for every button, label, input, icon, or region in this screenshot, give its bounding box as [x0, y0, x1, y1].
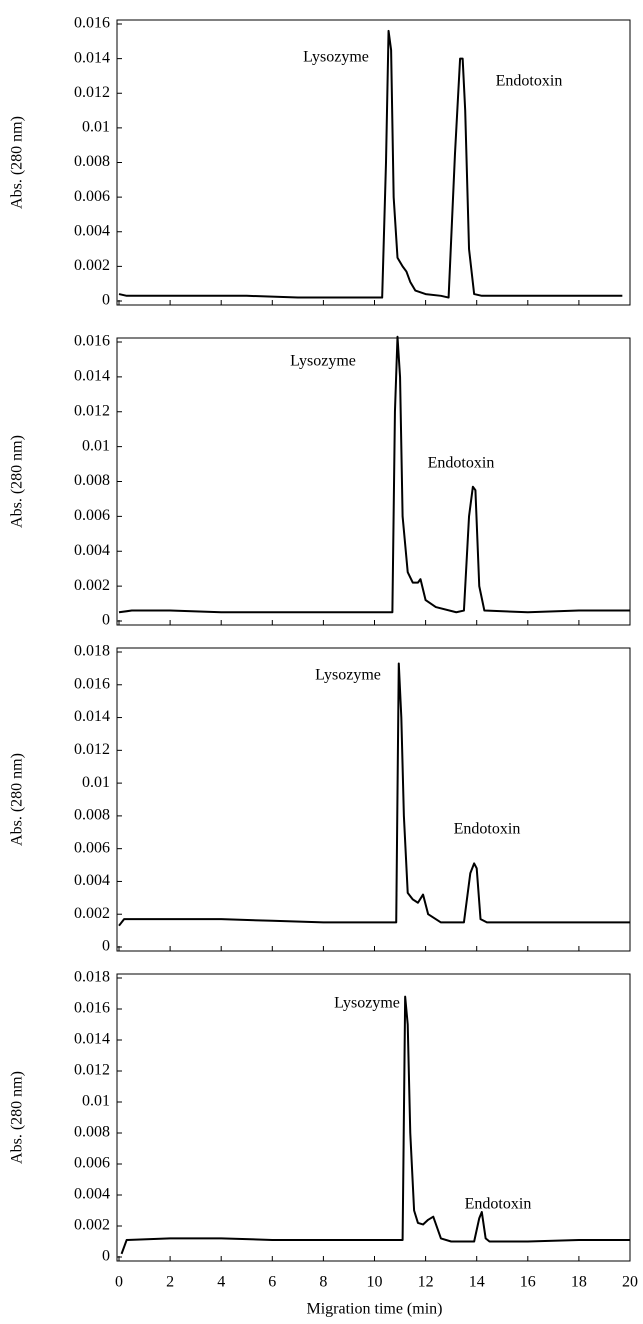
y-axis-label: Abs. (280 nm) — [9, 435, 26, 528]
y-tick-label: 0.014 — [74, 49, 110, 66]
y-tick-label: 0 — [102, 292, 110, 309]
y-tick-label: 0.014 — [74, 1031, 110, 1048]
y-tick-label: 0.016 — [74, 15, 110, 32]
y-tick-label: 0.008 — [74, 1124, 110, 1141]
y-tick-label: 0.01 — [82, 1093, 110, 1110]
annotation: Lysozyme — [315, 667, 381, 684]
y-tick-label: 0.008 — [74, 472, 110, 489]
annotation: Lysozyme — [303, 49, 369, 66]
y-tick-label: 0.016 — [74, 1000, 110, 1017]
y-tick-label: 0 — [102, 612, 110, 629]
y-tick-label: 0.012 — [74, 741, 110, 758]
y-tick-label: 0.01 — [82, 437, 110, 454]
y-axis-label: Abs. (280 nm) — [9, 753, 26, 846]
y-tick-label: 0.008 — [74, 807, 110, 824]
annotation: Endotoxin — [454, 821, 521, 838]
y-tick-label: 0.014 — [74, 368, 110, 385]
x-tick-label: 6 — [268, 1274, 276, 1291]
line-series — [118, 335, 630, 614]
y-tick-label: 0.004 — [74, 542, 110, 559]
y-tick-label: 0.006 — [74, 839, 110, 856]
plot-frame — [116, 973, 631, 1262]
annotation: Endotoxin — [428, 455, 495, 472]
y-tick-label: 0 — [102, 938, 110, 955]
x-tick-label: 8 — [319, 1274, 327, 1291]
y-tick-label: 0.01 — [82, 774, 110, 791]
y-tick-label: 0.002 — [74, 1217, 110, 1234]
y-tick-label: 0.002 — [74, 257, 110, 274]
y-tick-label: 0.016 — [74, 333, 110, 350]
y-tick-label: 0.01 — [82, 119, 110, 136]
x-axis-label: Migration time (min) — [307, 1301, 443, 1318]
y-tick-label: 0 — [102, 1248, 110, 1265]
y-tick-label: 0.016 — [74, 675, 110, 692]
x-tick-label: 0 — [115, 1274, 123, 1291]
y-axis-label: Abs. (280 nm) — [9, 1071, 26, 1164]
y-tick-label: 0.012 — [74, 402, 110, 419]
y-tick-label: 0.004 — [74, 1186, 110, 1203]
y-tick-label: 0.008 — [74, 153, 110, 170]
y-tick-label: 0.002 — [74, 577, 110, 594]
annotation: Endotoxin — [496, 73, 563, 90]
y-tick-label: 0.002 — [74, 905, 110, 922]
y-tick-label: 0.014 — [74, 708, 110, 725]
y-tick-label: 0.018 — [74, 643, 110, 660]
y-axis-label: Abs. (280 nm) — [9, 116, 26, 209]
annotation: Lysozyme — [290, 353, 356, 370]
y-tick-label: 0.012 — [74, 84, 110, 101]
y-tick-label: 0.004 — [74, 222, 110, 239]
plot-frame — [116, 19, 631, 306]
x-tick-label: 16 — [520, 1274, 536, 1291]
y-tick-label: 0.012 — [74, 1062, 110, 1079]
line-series — [118, 29, 623, 299]
y-tick-label: 0.006 — [74, 507, 110, 524]
x-tick-label: 10 — [367, 1274, 383, 1291]
annotation: Endotoxin — [465, 1196, 532, 1213]
line-series — [120, 995, 630, 1255]
x-tick-label: 20 — [622, 1274, 638, 1291]
y-tick-label: 0.018 — [74, 969, 110, 986]
annotation: Lysozyme — [334, 995, 400, 1012]
y-tick-label: 0.004 — [74, 872, 110, 889]
x-tick-label: 4 — [217, 1274, 225, 1291]
x-tick-label: 14 — [469, 1274, 485, 1291]
y-tick-label: 0.006 — [74, 188, 110, 205]
y-tick-label: 0.006 — [74, 1155, 110, 1172]
x-tick-label: 18 — [571, 1274, 587, 1291]
x-tick-label: 12 — [418, 1274, 434, 1291]
plot-frame — [116, 337, 631, 626]
plot-frame — [116, 647, 631, 952]
line-series — [118, 662, 630, 927]
x-tick-label: 2 — [166, 1274, 174, 1291]
